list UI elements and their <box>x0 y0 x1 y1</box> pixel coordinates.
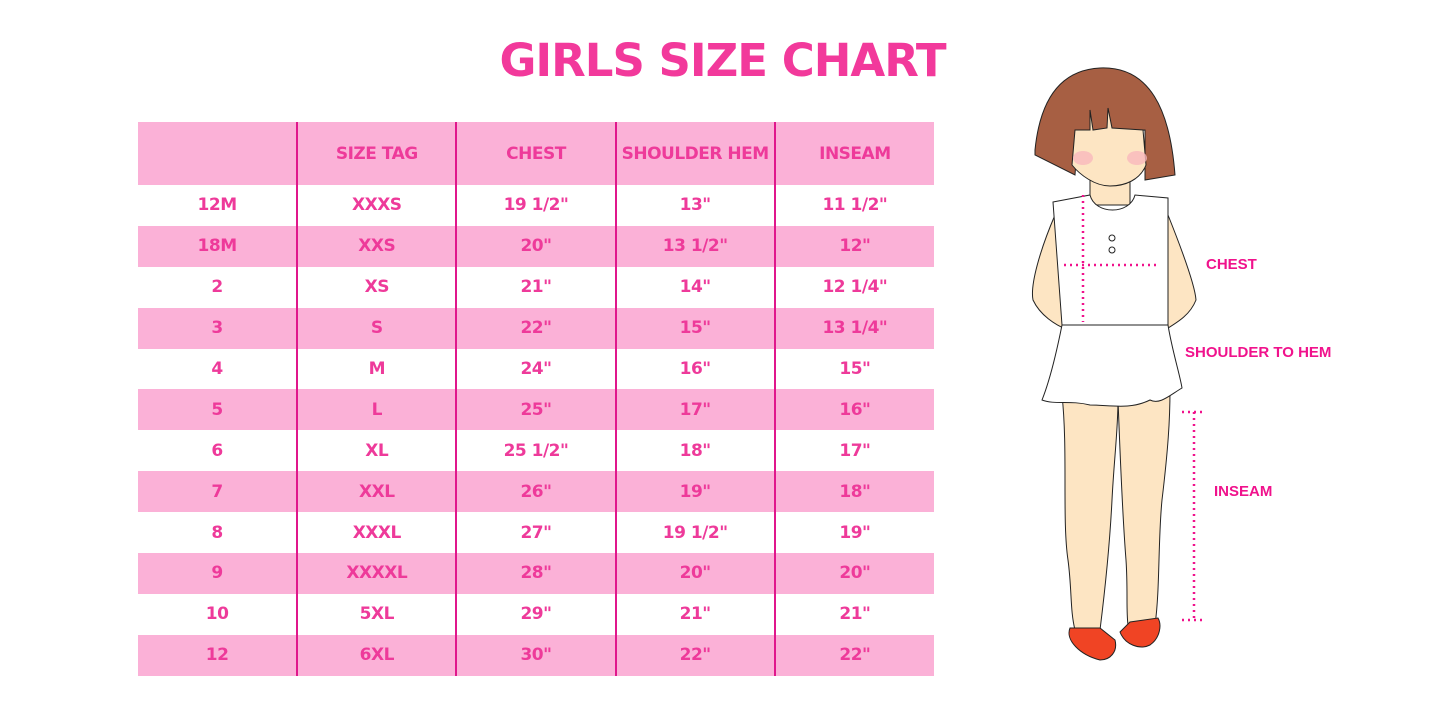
cell-inseam: 20" <box>773 553 934 594</box>
table-header-row: SIZE TAG CHEST SHOULDER HEM INSEAM <box>138 122 934 185</box>
cell-shoulder-hem: 19 1/2" <box>614 512 775 554</box>
cell-chest: 30" <box>455 634 616 676</box>
cell-shoulder-hem: 20" <box>614 553 775 594</box>
cell-chest: 28" <box>455 553 616 594</box>
cell-size: 4 <box>211 359 223 379</box>
cell-shoulder-hem: 16" <box>614 348 775 390</box>
table-row: 10 5XL 29" 21" 21" <box>138 593 934 635</box>
cell-size-tag: XXXS <box>296 185 457 226</box>
cell-inseam: 11 1/2" <box>773 185 934 226</box>
cell-size: 18M <box>138 225 298 267</box>
cell-shoulder-hem: 13 1/2" <box>614 225 775 267</box>
cell-size: 10 <box>205 604 229 625</box>
cell-size-tag: XL <box>296 430 457 472</box>
chest-label: CHEST <box>1206 256 1257 273</box>
cell-size-tag: 6XL <box>296 634 457 676</box>
table-row: 2 XS 21" 14" 12 1/4" <box>138 266 934 308</box>
cell-size: 7 <box>138 471 298 513</box>
header-shoulder-hem: SHOULDER HEM <box>614 122 775 185</box>
cell-inseam: 19" <box>773 512 934 554</box>
table-row: 12 6XL 30" 22" 22" <box>138 634 934 676</box>
header-chest: CHEST <box>455 122 616 185</box>
cell-shoulder-hem: 21" <box>614 593 775 635</box>
right-shoe <box>1119 617 1161 648</box>
cell-shoulder-hem: 19" <box>614 471 775 513</box>
cell-shoulder-hem: 14" <box>614 266 775 308</box>
cell-size-tag: M <box>296 348 457 390</box>
cell-size-tag: XXL <box>296 471 457 513</box>
cell-inseam: 12 1/4" <box>773 266 934 308</box>
table-row: 6 XL 25 1/2" 18" 17" <box>138 430 934 472</box>
inseam-label: INSEAM <box>1214 483 1273 500</box>
cell-size-tag: XS <box>296 266 457 308</box>
cell-chest: 26" <box>455 471 616 513</box>
right-arm <box>1164 213 1197 331</box>
cell-size: 6 <box>211 440 223 461</box>
cell-size-tag: XXXL <box>296 512 457 554</box>
cell-inseam: 21" <box>773 593 934 635</box>
cell-inseam: 15" <box>773 348 934 390</box>
size-chart-table: SIZE TAG CHEST SHOULDER HEM INSEAM 12M XX… <box>138 122 934 676</box>
cell-shoulder-hem: 13" <box>614 185 775 226</box>
cell-shoulder-hem: 18" <box>614 430 775 472</box>
cell-size: 3 <box>138 307 298 349</box>
cell-chest: 22" <box>455 307 616 349</box>
cell-chest: 25" <box>455 389 616 431</box>
cell-shoulder-hem: 17" <box>614 389 775 431</box>
shoulder-to-hem-label: SHOULDER TO HEM <box>1185 344 1332 361</box>
cell-size-tag: XXS <box>296 225 457 267</box>
left-shoe <box>1068 627 1117 661</box>
cell-size-tag: L <box>296 389 457 431</box>
hair <box>1034 67 1176 181</box>
cell-size: 12 <box>138 634 298 676</box>
title-text: GIRLS SIZE CHART <box>499 34 946 87</box>
cell-size: 9 <box>138 553 298 594</box>
cell-inseam: 12" <box>773 225 934 267</box>
right-leg <box>1117 389 1171 626</box>
header-size <box>138 122 298 185</box>
cell-chest: 21" <box>455 266 616 308</box>
cell-chest: 29" <box>455 593 616 635</box>
left-leg <box>1061 394 1119 631</box>
cell-size-tag: S <box>296 307 457 349</box>
table-row: 5 L 25" 17" 16" <box>138 389 934 431</box>
table-row: 12M XXXS 19 1/2" 13" 11 1/2" <box>138 185 934 226</box>
cell-chest: 27" <box>455 512 616 554</box>
cell-chest: 25 1/2" <box>455 430 616 472</box>
cell-shoulder-hem: 15" <box>614 307 775 349</box>
table-row: 8 XXXL 27" 19 1/2" 19" <box>138 512 934 554</box>
table-row: 18M XXS 20" 13 1/2" 12" <box>138 225 934 267</box>
table-row: 9 XXXXL 28" 20" 20" <box>138 553 934 594</box>
cell-inseam: 16" <box>773 389 934 431</box>
cell-size: 8 <box>211 522 223 543</box>
cell-shoulder-hem: 22" <box>614 634 775 676</box>
header-size-tag: SIZE TAG <box>296 122 457 185</box>
cell-inseam: 18" <box>773 471 934 513</box>
cell-inseam: 13 1/4" <box>773 307 934 349</box>
face <box>1071 107 1147 187</box>
cell-inseam: 17" <box>773 430 934 472</box>
table-row: 4 M 24" 16" 15" <box>138 348 934 390</box>
cell-inseam: 22" <box>773 634 934 676</box>
cell-chest: 20" <box>455 225 616 267</box>
cell-chest: 19 1/2" <box>455 185 616 226</box>
cell-size: 12M <box>197 195 238 216</box>
cell-size: 5 <box>138 389 298 431</box>
shirt <box>1052 194 1169 326</box>
cell-size-tag: XXXXL <box>296 553 457 594</box>
table-row: 7 XXL 26" 19" 18" <box>138 471 934 513</box>
cell-size-tag: 5XL <box>296 593 457 635</box>
cell-size: 2 <box>211 277 223 298</box>
header-inseam: INSEAM <box>773 122 934 185</box>
cell-chest: 24" <box>455 348 616 390</box>
page-title: GIRLS SIZE CHART <box>0 34 1445 87</box>
table-row: 3 S 22" 15" 13 1/4" <box>138 307 934 349</box>
skirt <box>1041 324 1183 407</box>
